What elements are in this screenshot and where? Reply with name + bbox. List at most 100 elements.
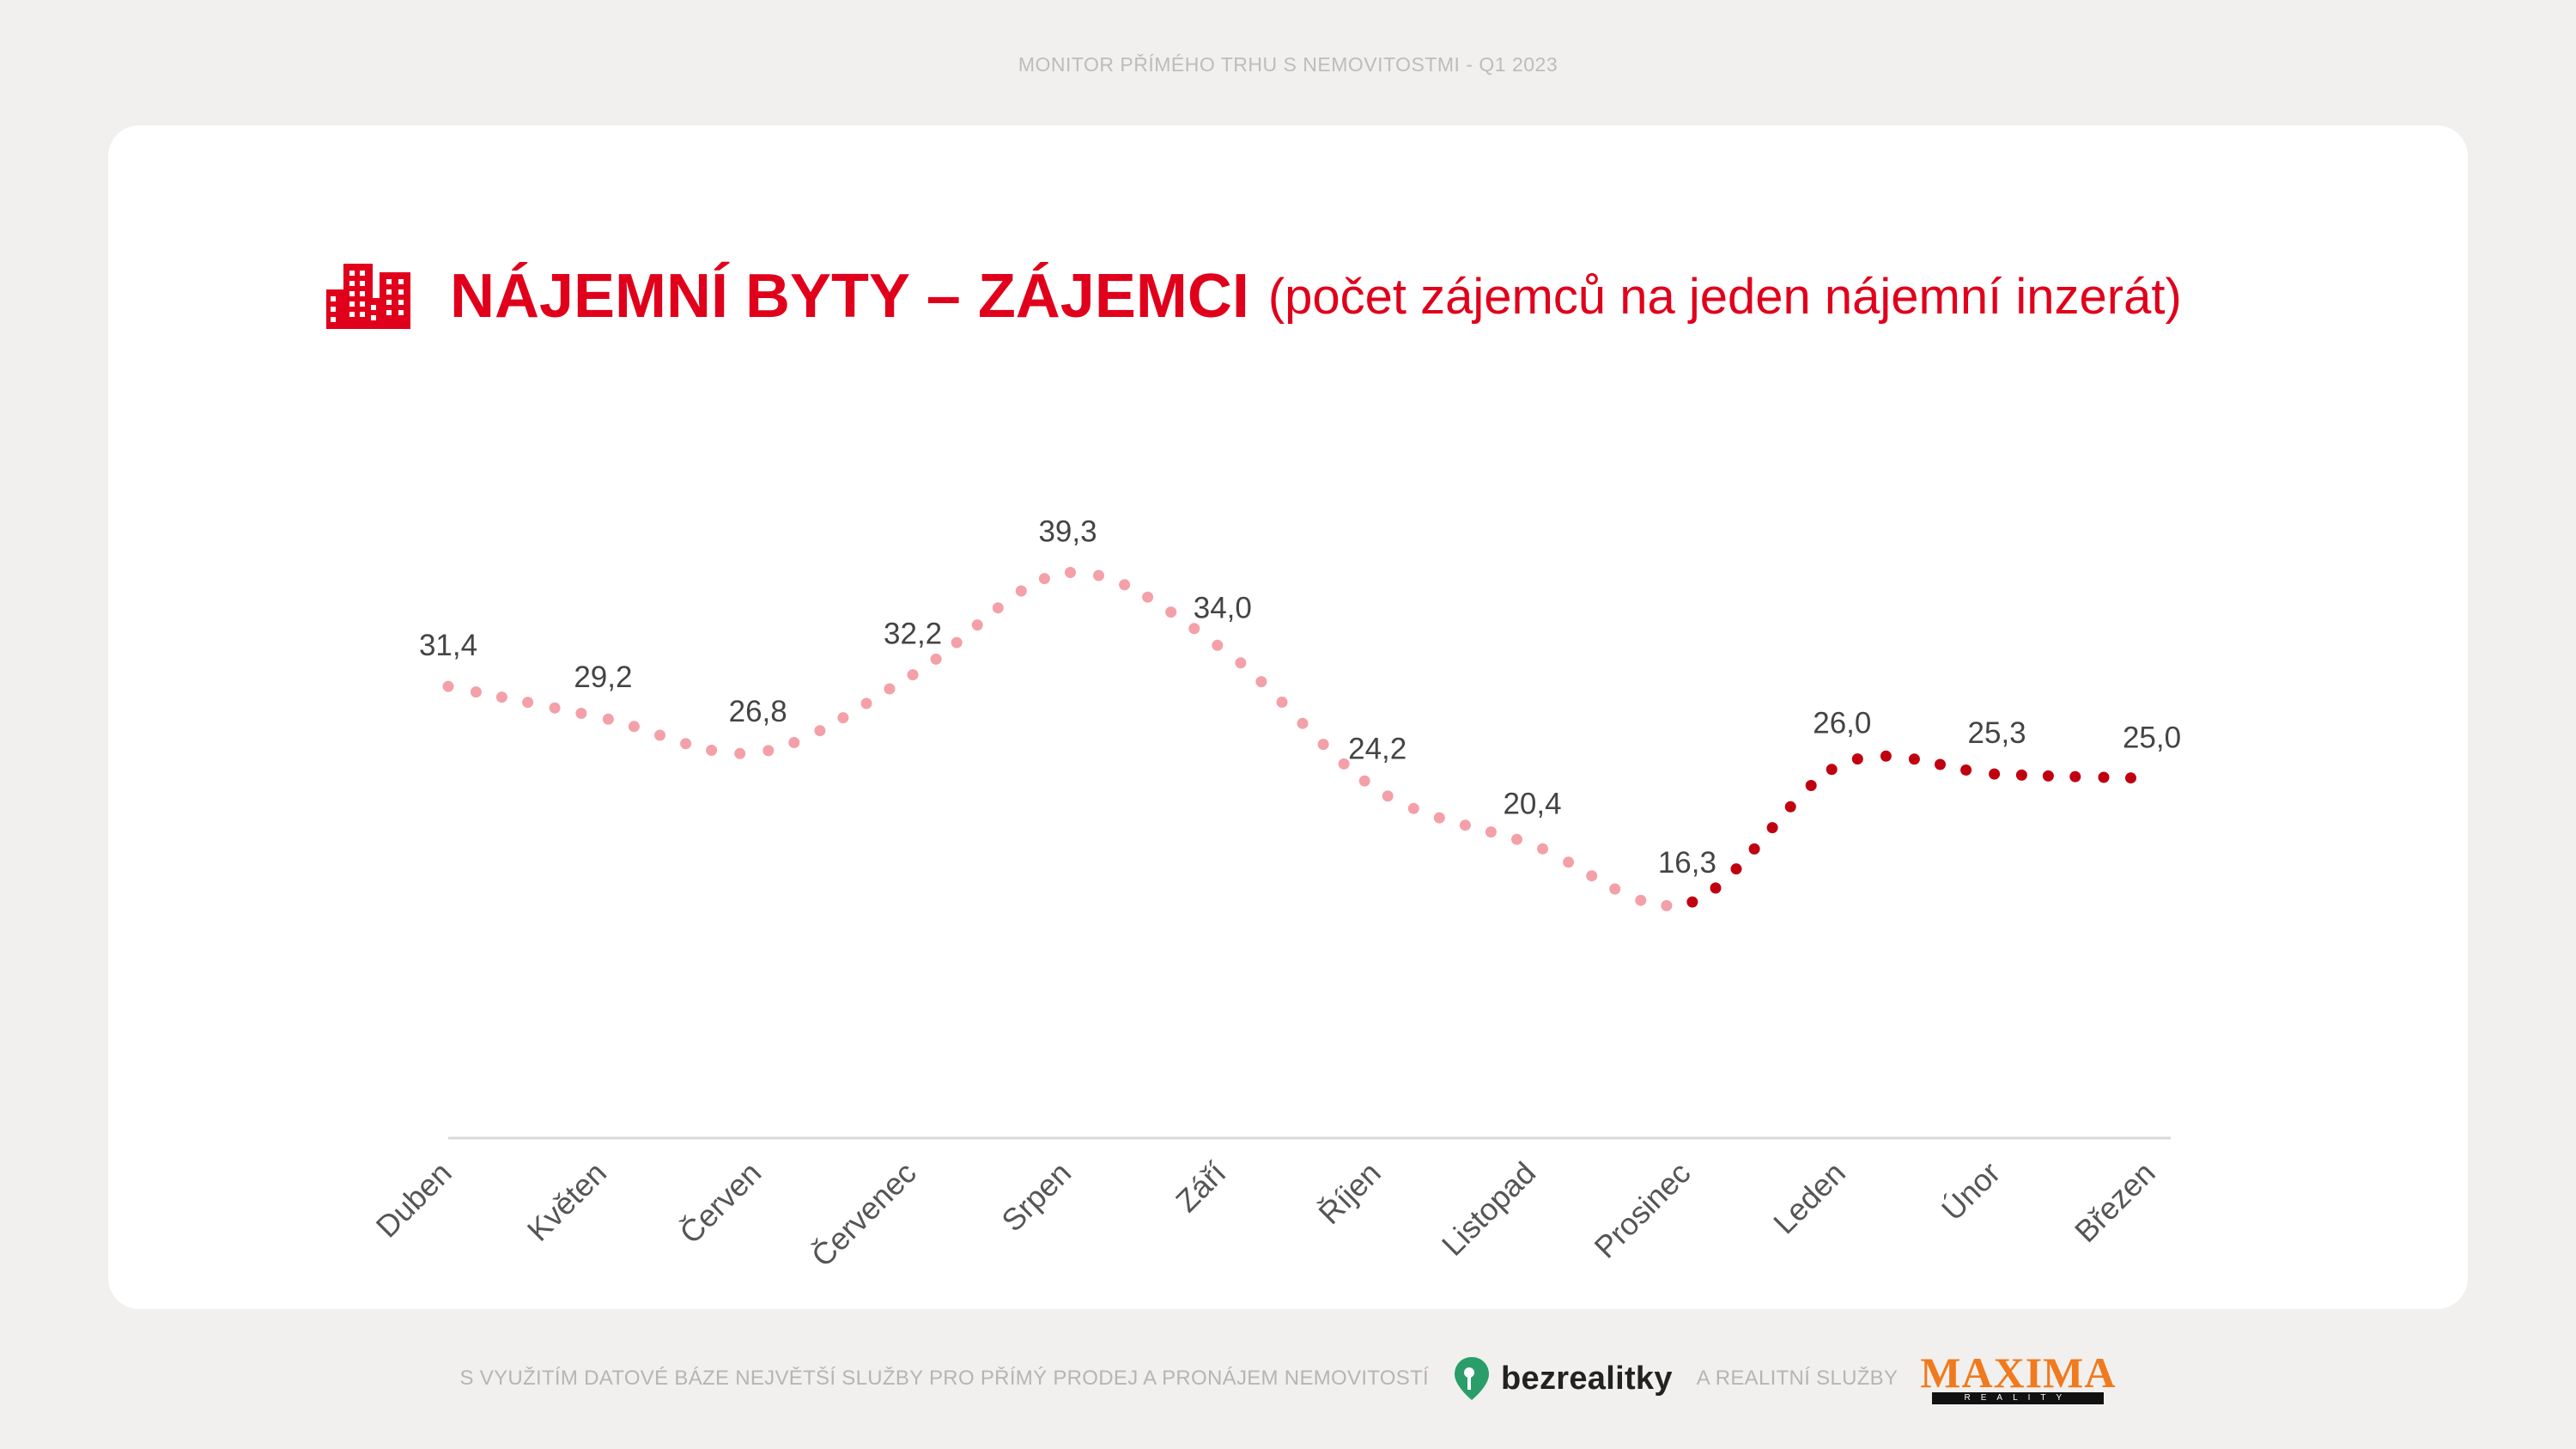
x-tick-label-4: Srpen — [994, 1155, 1078, 1239]
series-dot-48 — [1609, 883, 1621, 895]
series-dot-7 — [628, 721, 640, 733]
value-label-1: 29,2 — [574, 661, 632, 694]
value-labels: 31,4 29,2 26,8 32,2 39,3 34,0 24,2 20,4 16,3 26,0… — [419, 515, 2181, 880]
series-dot-24 — [1038, 573, 1050, 585]
series-dot-5 — [575, 708, 587, 719]
value-label-3: 32,2 — [884, 618, 942, 651]
series-dot-26 — [1093, 569, 1104, 581]
series-dot-34 — [1276, 697, 1288, 708]
series-dot-14 — [814, 725, 826, 737]
value-label-2: 26,8 — [729, 695, 787, 728]
value-label-11: 25,0 — [2123, 721, 2181, 754]
value-label-0: 31,4 — [419, 629, 477, 662]
footer: S VYUŽITÍM DATOVÉ BÁZE NEJVĚTŠÍ SLUŽBY P… — [0, 1349, 2576, 1409]
value-label-6: 24,2 — [1348, 733, 1406, 766]
series-dot-36 — [1317, 739, 1329, 751]
series-dot-30 — [1188, 623, 1200, 635]
series-dot-12 — [762, 745, 775, 757]
chart-title: NÁJEMNÍ BYTY – ZÁJEMCI (počet zájemců na… — [326, 249, 2182, 344]
x-tick-label-2: Červen — [672, 1155, 768, 1251]
series-dot-68 — [2098, 771, 2110, 783]
x-tick-label-5: Září — [1169, 1155, 1232, 1219]
series-dot-64 — [1989, 768, 2001, 780]
series-dot-61 — [1908, 753, 1920, 765]
series-dot-43 — [1485, 826, 1497, 838]
series-dot-23 — [1015, 585, 1027, 597]
series-dot-27 — [1119, 579, 1131, 591]
bezrealitky-logo: bezrealitky — [1453, 1355, 1673, 1402]
report-header: MONITOR PŘÍMÉHO TRHU S NEMOVITOSTMI - Q1… — [1018, 53, 1558, 76]
series-dot-6 — [602, 713, 614, 725]
series-dot-25 — [1065, 567, 1076, 578]
footer-text-mid: A REALITNÍ SLUŽBY — [1696, 1367, 1899, 1390]
value-label-4: 39,3 — [1038, 515, 1097, 549]
series-dot-16 — [860, 697, 872, 709]
series-dot-53 — [1730, 863, 1742, 875]
series-dot-19 — [930, 653, 942, 665]
buildings-icon — [326, 264, 410, 329]
x-tick-label-6: Říjen — [1311, 1155, 1387, 1231]
title-main: NÁJEMNÍ BYTY – ZÁJEMCI — [450, 262, 1249, 331]
brand-bezrealitky: bezrealitky — [1501, 1360, 1673, 1397]
series-dot-22 — [992, 602, 1004, 614]
series-dot-66 — [2042, 770, 2054, 782]
x-tick-label-11: Březen — [2068, 1155, 2162, 1250]
x-tick-label-1: Květen — [520, 1155, 613, 1248]
series-dot-45 — [1537, 843, 1549, 855]
value-label-10: 25,3 — [1968, 716, 2026, 750]
series-dot-60 — [1880, 750, 1892, 762]
series-dot-63 — [1960, 764, 1972, 776]
series-dot-1 — [470, 686, 482, 698]
series-dot-65 — [2015, 769, 2027, 781]
x-tick-label-10: Únor — [1935, 1155, 2007, 1227]
series-dot-17 — [884, 683, 896, 695]
series-dot-11 — [734, 747, 746, 759]
series-dot-58 — [1826, 764, 1838, 776]
series-dot-20 — [951, 636, 963, 648]
series-dot-38 — [1358, 775, 1370, 787]
value-label-9: 26,0 — [1813, 707, 1871, 740]
series-dot-29 — [1165, 606, 1177, 618]
maxima-logo: MAXIMA REALITY — [1920, 1349, 2117, 1404]
series-dot-8 — [654, 729, 665, 741]
series-dot-47 — [1586, 870, 1598, 882]
series-dot-2 — [495, 691, 507, 703]
series-dot-62 — [1935, 758, 1946, 770]
series-dot-59 — [1851, 753, 1863, 765]
series-dot-3 — [522, 697, 534, 709]
series-dot-46 — [1563, 856, 1575, 868]
series-dot-31 — [1212, 639, 1224, 651]
series-dot-42 — [1459, 819, 1471, 831]
series-dot-55 — [1766, 822, 1778, 834]
series-dot-9 — [680, 738, 692, 750]
series-dot-18 — [907, 669, 919, 681]
series-dot-50 — [1661, 899, 1673, 911]
series-dot-21 — [971, 619, 983, 631]
series-dot-0 — [442, 680, 454, 692]
x-tick-labels: Duben Květen Červen Červenec Srpen Září Říjen L… — [369, 1155, 2162, 1274]
value-label-8: 16,3 — [1658, 846, 1716, 880]
series-dot-69 — [2125, 772, 2136, 784]
series-dot-33 — [1255, 676, 1267, 688]
chart-card — [108, 125, 2468, 1309]
x-tick-label-7: Listopad — [1435, 1155, 1542, 1263]
value-label-5: 34,0 — [1194, 592, 1252, 625]
series-dot-32 — [1235, 657, 1247, 669]
series-dot-37 — [1338, 758, 1350, 770]
series-dot-15 — [837, 712, 849, 724]
series-dot-44 — [1511, 833, 1522, 845]
brand-maxima: MAXIMA — [1920, 1349, 2117, 1397]
series-dot-41 — [1433, 812, 1445, 824]
series-dot-52 — [1710, 882, 1722, 894]
title-subtitle: (počet zájemců na jeden nájemní inzerát) — [1267, 268, 2182, 325]
x-tick-label-3: Červenec — [805, 1155, 923, 1274]
value-label-7: 20,4 — [1503, 787, 1561, 820]
series-dot-56 — [1784, 801, 1796, 813]
series-dot-35 — [1297, 717, 1309, 729]
series-dot-67 — [2069, 770, 2081, 782]
x-tick-label-0: Duben — [369, 1155, 459, 1245]
series-dot-54 — [1748, 843, 1760, 855]
series-dot-13 — [788, 737, 800, 748]
series-dot-10 — [706, 745, 718, 756]
